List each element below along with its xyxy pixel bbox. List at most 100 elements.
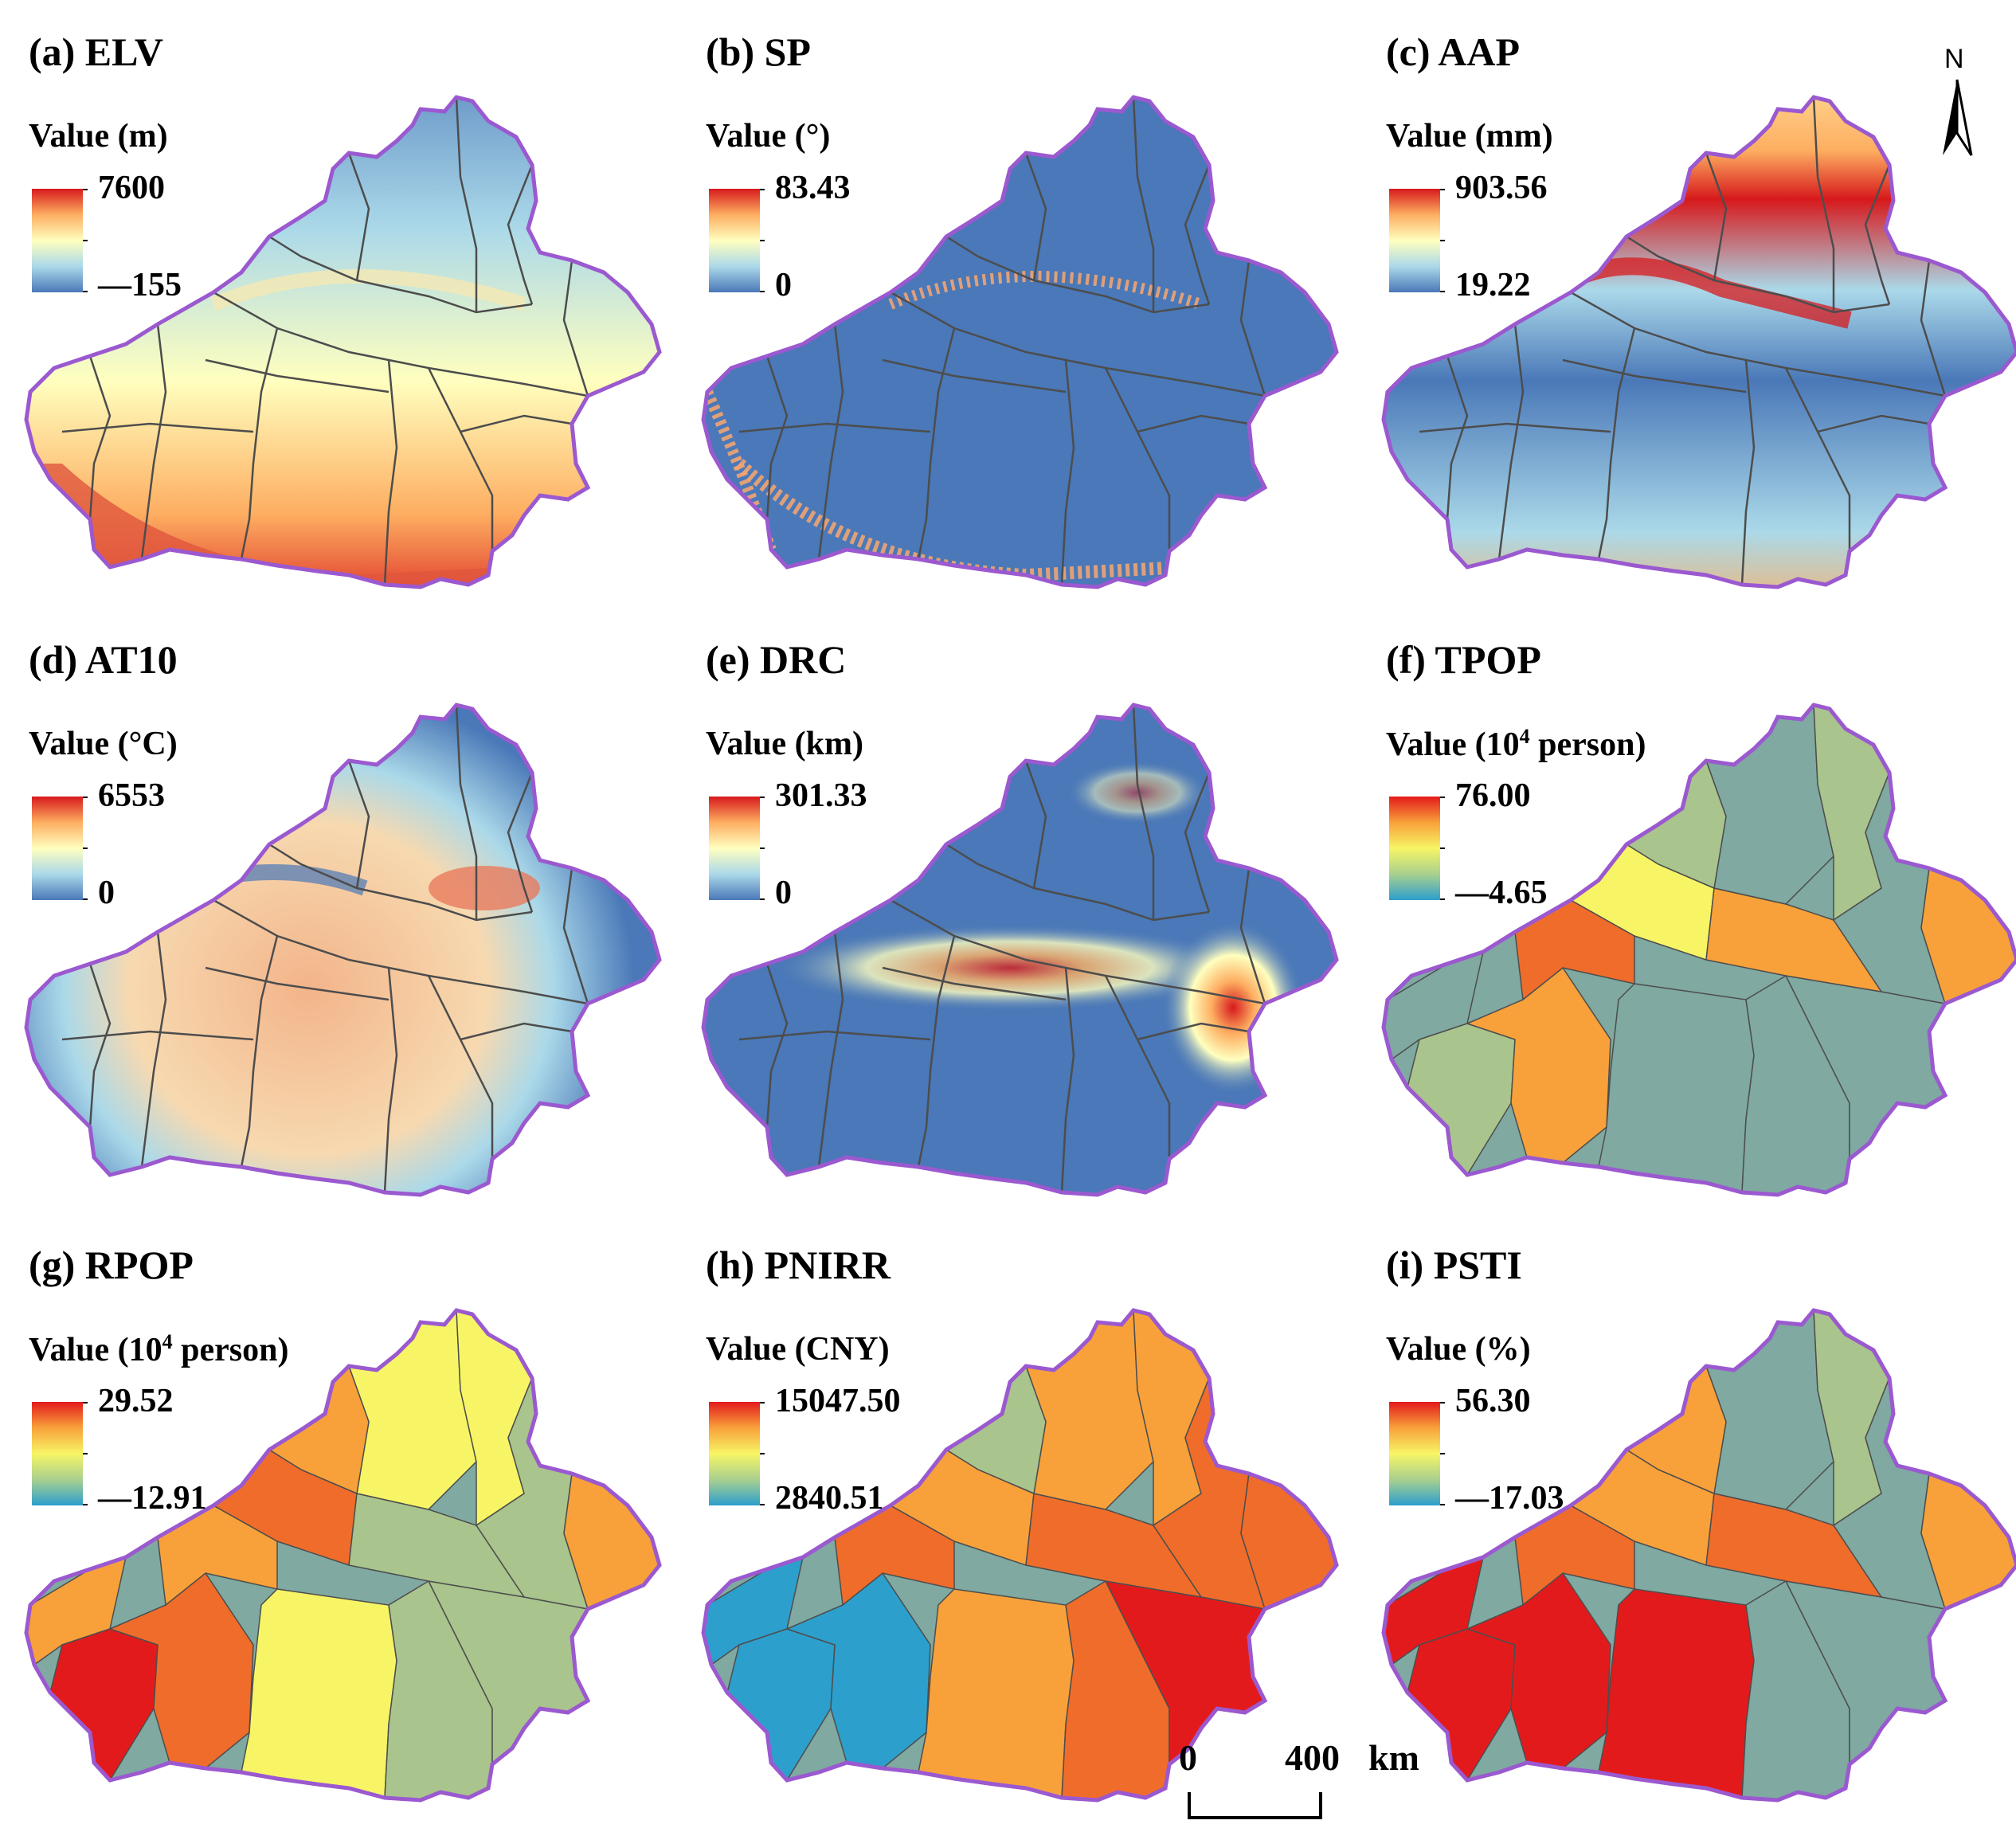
- panel-title: (d) AT10: [29, 637, 178, 682]
- legend-title-sup: 4: [162, 1330, 173, 1353]
- legend-tick: [1440, 189, 1445, 190]
- legend-color-bar: [32, 1402, 88, 1505]
- legend-tick: [1440, 240, 1445, 241]
- panel-title: (b) SP: [706, 29, 811, 74]
- map-panel: (c) AAP Value (mm) 903.56 19.22: [1372, 18, 2016, 623]
- legend-color-bar: [1389, 1402, 1445, 1505]
- map-5: [701, 703, 1339, 1197]
- panel-title: (a) ELV: [29, 29, 164, 74]
- legend-color-bar: [32, 189, 88, 292]
- legend-tick: [1440, 291, 1445, 292]
- legend-tick: [760, 1453, 765, 1454]
- map-3: [1381, 95, 2016, 589]
- panel-title: (h) PNIRR: [706, 1243, 891, 1287]
- legend-min: —4.65: [1455, 875, 1548, 911]
- legend-title-rest: person): [172, 1332, 289, 1368]
- region-boundary: [24, 703, 662, 1197]
- legend-max: 903.56: [1455, 170, 1548, 206]
- map-9: [1381, 1308, 2016, 1803]
- panel-title: (f) TPOP: [1386, 637, 1541, 682]
- legend-tick: [1440, 848, 1445, 849]
- legend-max: 15047.50: [775, 1383, 901, 1419]
- legend-color-bar: [709, 189, 765, 292]
- scale-bar-end: 400: [1285, 1737, 1340, 1778]
- legend-min: —12.91: [98, 1480, 207, 1517]
- map-panel: (e) DRC Value (km) 301.33 0: [691, 625, 1345, 1231]
- legend-tick: [1440, 898, 1445, 900]
- region-boundary: [701, 1308, 1339, 1803]
- map-6: [1381, 703, 2016, 1197]
- map-panel: (f) TPOP Value (104 person) 76.00 —4.65: [1372, 625, 2016, 1231]
- region-boundary: [24, 95, 662, 589]
- map-panel: (b) SP Value (°) 83.43 0: [691, 18, 1345, 623]
- legend-max: 6553: [98, 777, 165, 814]
- legend-min: 0: [775, 875, 792, 911]
- legend-title: Value (mm): [1386, 118, 1553, 155]
- region-boundary: [701, 703, 1339, 1197]
- legend-max: 83.43: [775, 170, 851, 206]
- legend-tick: [760, 898, 765, 900]
- north-arrow-letter: N: [1944, 44, 1964, 74]
- panel-title: (i) PSTI: [1386, 1243, 1522, 1287]
- legend-color-bar: [709, 1402, 765, 1505]
- legend-tick: [83, 240, 88, 241]
- legend-max: 76.00: [1455, 777, 1531, 814]
- legend-tick: [1440, 797, 1445, 798]
- legend-tick: [83, 898, 88, 900]
- legend-min: —17.03: [1455, 1480, 1564, 1517]
- legend-min: —155: [98, 267, 182, 303]
- legend-tick: [83, 1504, 88, 1505]
- legend-title: Value (m): [29, 118, 168, 155]
- legend-tick: [1440, 1504, 1445, 1505]
- region-boundary: [24, 1308, 662, 1803]
- legend-tick: [1440, 1453, 1445, 1454]
- legend-title: Value (%): [1386, 1331, 1531, 1368]
- region-boundary: [1381, 703, 2016, 1197]
- north-arrow-icon: [1943, 79, 1973, 156]
- legend-color-bar: [1389, 189, 1445, 292]
- map-panel: (h) PNIRR Value (CNY) 15047.50 2840.51: [691, 1231, 1345, 1836]
- legend-min: 0: [98, 875, 115, 911]
- legend-title: Value (104 person): [29, 1330, 288, 1369]
- legend-title: Value (104 person): [1386, 725, 1646, 764]
- legend-tick: [83, 189, 88, 190]
- panel-title: (e) DRC: [706, 637, 847, 682]
- legend-title-main: Value (10: [1386, 726, 1520, 763]
- map-7: [24, 1308, 662, 1803]
- legend-tick: [760, 848, 765, 849]
- map-4: [24, 703, 662, 1197]
- region-boundary: [701, 95, 1339, 589]
- legend-max: 29.52: [98, 1383, 174, 1419]
- legend-tick: [83, 797, 88, 798]
- map-panel: (d) AT10 Value (°C) 6553 0: [14, 625, 667, 1231]
- legend-title-rest: person): [1529, 726, 1646, 763]
- map-panel: (a) ELV Value (m) 7600 —155: [14, 18, 667, 623]
- legend-min: 2840.51: [775, 1480, 884, 1517]
- legend-tick: [760, 189, 765, 190]
- legend-title: Value (km): [706, 726, 863, 762]
- region-boundary: [1381, 1308, 2016, 1803]
- legend-tick: [760, 1504, 765, 1505]
- legend-color-bar: [709, 797, 765, 900]
- map-1: [24, 95, 662, 589]
- region-boundary: [1381, 95, 2016, 589]
- legend-color-bar: [32, 797, 88, 900]
- legend-title: Value (CNY): [706, 1331, 890, 1368]
- legend-max: 7600: [98, 170, 165, 206]
- legend-tick: [83, 1453, 88, 1454]
- legend-tick: [760, 291, 765, 292]
- legend-max: 56.30: [1455, 1383, 1531, 1419]
- panel-title: (c) AAP: [1386, 29, 1520, 74]
- legend-title-sup: 4: [1519, 725, 1530, 748]
- legend-tick: [760, 797, 765, 798]
- legend-tick: [1440, 1402, 1445, 1403]
- legend-title: Value (°): [706, 118, 831, 155]
- scale-bar-unit: km: [1368, 1737, 1419, 1778]
- legend-tick: [83, 848, 88, 849]
- map-panel: (g) RPOP Value (104 person) 29.52 —12.91: [14, 1231, 667, 1836]
- legend-title-main: Value (10: [29, 1332, 162, 1368]
- map-panel: (i) PSTI Value (%) 56.30 —17.03: [1372, 1231, 2016, 1836]
- legend-min: 19.22: [1455, 267, 1531, 303]
- map-2: [701, 95, 1339, 589]
- scale-bar-start: 0: [1179, 1737, 1197, 1778]
